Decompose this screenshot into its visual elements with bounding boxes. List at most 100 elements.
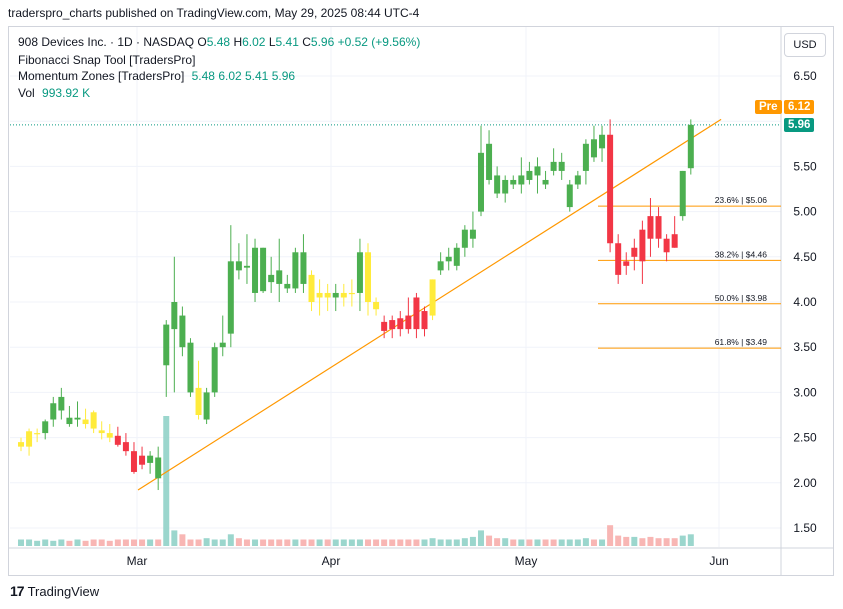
candle-body — [18, 442, 24, 447]
volume-bar — [486, 535, 493, 546]
candle-body — [292, 252, 299, 289]
candle-body — [477, 152, 484, 212]
candle-body — [211, 347, 218, 393]
candle-body — [590, 139, 597, 158]
volume-bar — [518, 539, 525, 546]
y-tick-label: 2.00 — [793, 476, 817, 490]
volume-bar — [316, 539, 323, 546]
candle-body — [122, 442, 129, 452]
volume-bar — [211, 539, 218, 546]
volume-bar — [332, 539, 339, 546]
volume-bar — [397, 539, 404, 546]
tradingview-logo-icon: 17 — [10, 583, 25, 599]
candle-body — [469, 229, 476, 239]
volume-bar — [663, 538, 670, 546]
candle-body — [623, 261, 630, 266]
volume-bar — [268, 539, 275, 546]
premarket-label: Pre — [755, 100, 782, 114]
volume-bar — [639, 538, 646, 546]
candle-body — [461, 229, 468, 248]
y-tick-label: 2.50 — [793, 431, 817, 445]
volume-bar — [98, 539, 105, 546]
candle-body — [179, 315, 186, 348]
volume-bar — [219, 539, 226, 546]
volume-bar — [461, 538, 468, 546]
candle-body — [494, 175, 501, 194]
volume-bar — [292, 539, 299, 546]
volume-bar — [421, 539, 428, 546]
candle-body — [26, 431, 33, 447]
candle-body — [502, 179, 509, 194]
candle-body — [671, 234, 678, 248]
volume-bar — [122, 539, 129, 546]
candle-body — [34, 433, 41, 435]
volume-bar — [58, 539, 65, 546]
candle-body — [534, 166, 541, 176]
candle-body — [453, 247, 460, 266]
volume-bar — [26, 539, 33, 546]
volume-bar — [655, 538, 662, 546]
y-tick-label: 4.00 — [793, 295, 817, 309]
candle-body — [615, 243, 622, 275]
candle-body — [203, 392, 210, 420]
fib-indicator-legend[interactable]: Fibonacci Snap Tool [TradersPro] — [18, 53, 195, 67]
symbol-title: 908 Devices Inc. · 1D · NASDAQ — [18, 35, 195, 49]
candle-body — [687, 124, 694, 169]
candle-body — [50, 403, 57, 420]
candle-body — [679, 170, 686, 217]
candle-body — [90, 412, 97, 429]
candle-body — [284, 283, 291, 289]
fib-indicator-label: Fibonacci Snap Tool [TradersPro] — [18, 53, 196, 67]
fib-level-label: 38.2% | $4.46 — [715, 249, 768, 259]
candle-body — [348, 292, 355, 295]
fib-level-label: 61.8% | $3.49 — [715, 337, 768, 347]
fib-trend-line — [137, 118, 722, 491]
candle-body — [130, 451, 137, 472]
volume-bar — [243, 539, 250, 546]
volume-bar — [276, 539, 283, 546]
volume-bar — [574, 539, 581, 546]
volume-bar — [348, 539, 355, 546]
candle-body — [356, 252, 363, 293]
volume-bar — [365, 539, 372, 546]
momentum-indicator-legend[interactable]: Momentum Zones [TradersPro] 5.48 6.02 5.… — [18, 69, 295, 83]
volume-bar — [413, 539, 420, 546]
volume-bar — [607, 525, 614, 546]
candle-body — [66, 417, 73, 425]
footer-brand[interactable]: 17 TradingView — [10, 583, 99, 599]
volume-bar — [647, 536, 654, 546]
volume-bar — [582, 538, 589, 546]
fib-level-label: 50.0% | $3.98 — [715, 293, 768, 303]
currency-button[interactable]: USD — [784, 33, 826, 57]
volume-bar — [18, 539, 24, 546]
volume-bar — [623, 536, 630, 546]
close-label: C — [302, 35, 311, 49]
volume-bar — [429, 538, 436, 546]
volume-bar — [260, 539, 267, 546]
volume-bar — [534, 539, 541, 546]
volume-legend[interactable]: Vol 993.92 K — [18, 86, 90, 100]
volume-bar — [179, 534, 186, 546]
volume-bar — [687, 534, 694, 546]
candle-body — [219, 342, 226, 348]
candle-body — [300, 252, 307, 284]
volume-bar — [671, 538, 678, 546]
candle-body — [445, 256, 452, 262]
candle-body — [243, 265, 250, 268]
candle-body — [268, 274, 275, 283]
y-tick-label: 5.50 — [793, 159, 817, 173]
volume-bar — [631, 536, 638, 546]
candle-body — [381, 321, 388, 331]
candle-body — [139, 455, 146, 465]
volume-bar — [106, 540, 113, 546]
candle-body — [365, 252, 372, 302]
low-label: L — [268, 35, 276, 49]
low-value: 5.41 — [275, 35, 299, 49]
volume-bar — [82, 540, 89, 546]
candle-body — [663, 238, 670, 253]
candle-body — [647, 216, 654, 239]
volume-bar — [252, 539, 259, 546]
volume-bar — [469, 536, 476, 546]
candle-body — [74, 417, 81, 420]
